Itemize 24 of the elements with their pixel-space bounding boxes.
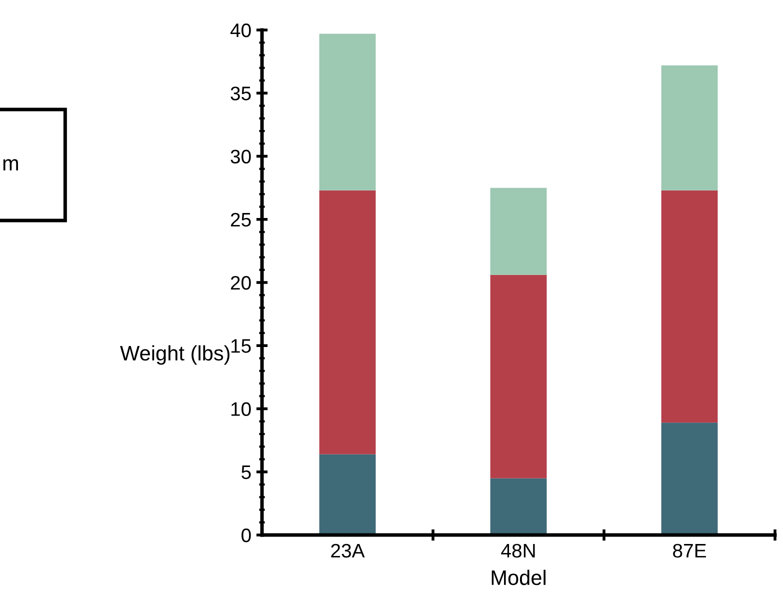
- x-axis-title: Model: [492, 570, 546, 586]
- x-tick-label: 23A: [331, 544, 365, 558]
- bar: [490, 274, 547, 478]
- bar: [661, 422, 718, 535]
- bar: [661, 190, 718, 423]
- y-tick-label: 20: [230, 276, 251, 290]
- y-tick-label: 35: [230, 86, 251, 100]
- y-axis-title: Weight (lbs): [120, 345, 230, 365]
- text: m: [3, 159, 18, 170]
- y-tick-label: 10: [231, 402, 251, 416]
- y-tick-label: 15: [231, 339, 251, 353]
- y-tick-label: 40: [230, 23, 251, 38]
- y-tick-label: 30: [230, 150, 251, 164]
- bar: [490, 188, 547, 275]
- y-tick-label: 0: [242, 528, 251, 542]
- y-tick-label: 5: [242, 466, 251, 480]
- bar: [661, 65, 718, 190]
- x-tick-label: 87E: [673, 544, 706, 558]
- y-tick-label: 25: [230, 212, 251, 227]
- bar: [319, 190, 376, 454]
- bar: [319, 454, 376, 535]
- x-tick-label: 48N: [501, 544, 535, 558]
- bar: [490, 478, 547, 535]
- bar: [319, 34, 376, 190]
